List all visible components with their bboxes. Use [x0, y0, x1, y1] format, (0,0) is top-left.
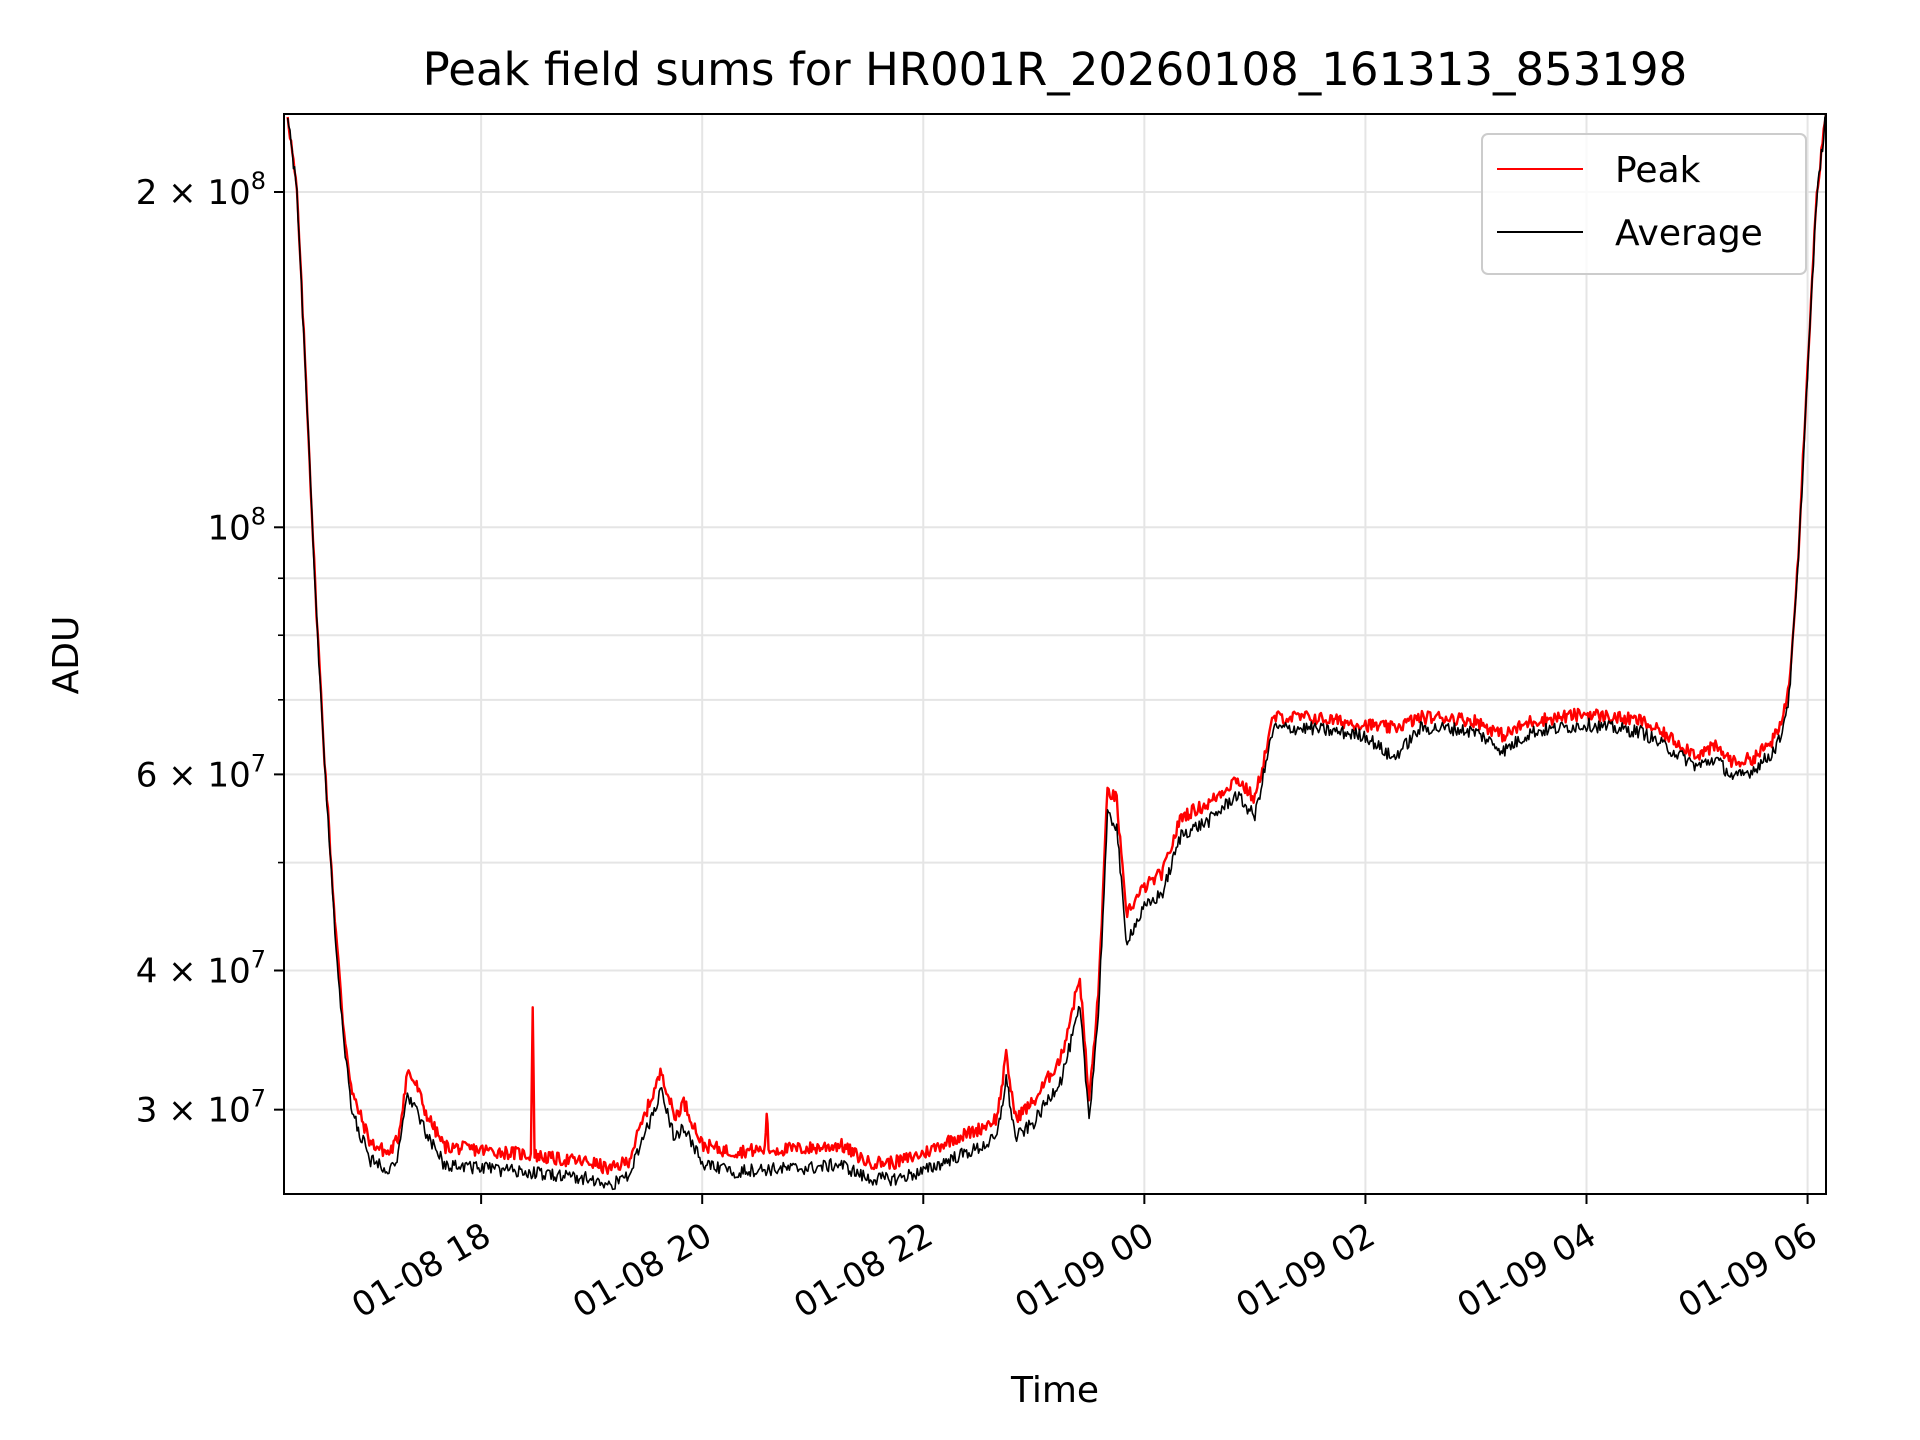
legend-label-peak: Peak — [1615, 150, 1701, 191]
legend: Peak Average — [1481, 133, 1807, 275]
y-axis-label: ADU — [46, 616, 87, 695]
y-axis: 3 × 107 4 × 107 6 × 107 108 2 × 108 — [136, 167, 284, 1131]
series-line-peak — [286, 114, 1826, 1175]
y-tick-label: 4 × 107 — [136, 946, 266, 992]
x-axis-label: Time — [1010, 1370, 1099, 1411]
legend-label-average: Average — [1615, 213, 1763, 254]
series-layer — [286, 114, 1826, 1191]
series-line-average — [286, 114, 1826, 1191]
grid — [284, 114, 1826, 1194]
chart-title: Peak field sums for HR001R_20260108_1613… — [423, 43, 1688, 96]
y-tick-label: 6 × 107 — [136, 749, 266, 795]
y-tick-label: 2 × 108 — [136, 167, 266, 213]
plot-frame — [283, 113, 1827, 1195]
y-tick-label: 108 — [207, 502, 266, 548]
y-tick-label: 3 × 107 — [136, 1085, 266, 1131]
